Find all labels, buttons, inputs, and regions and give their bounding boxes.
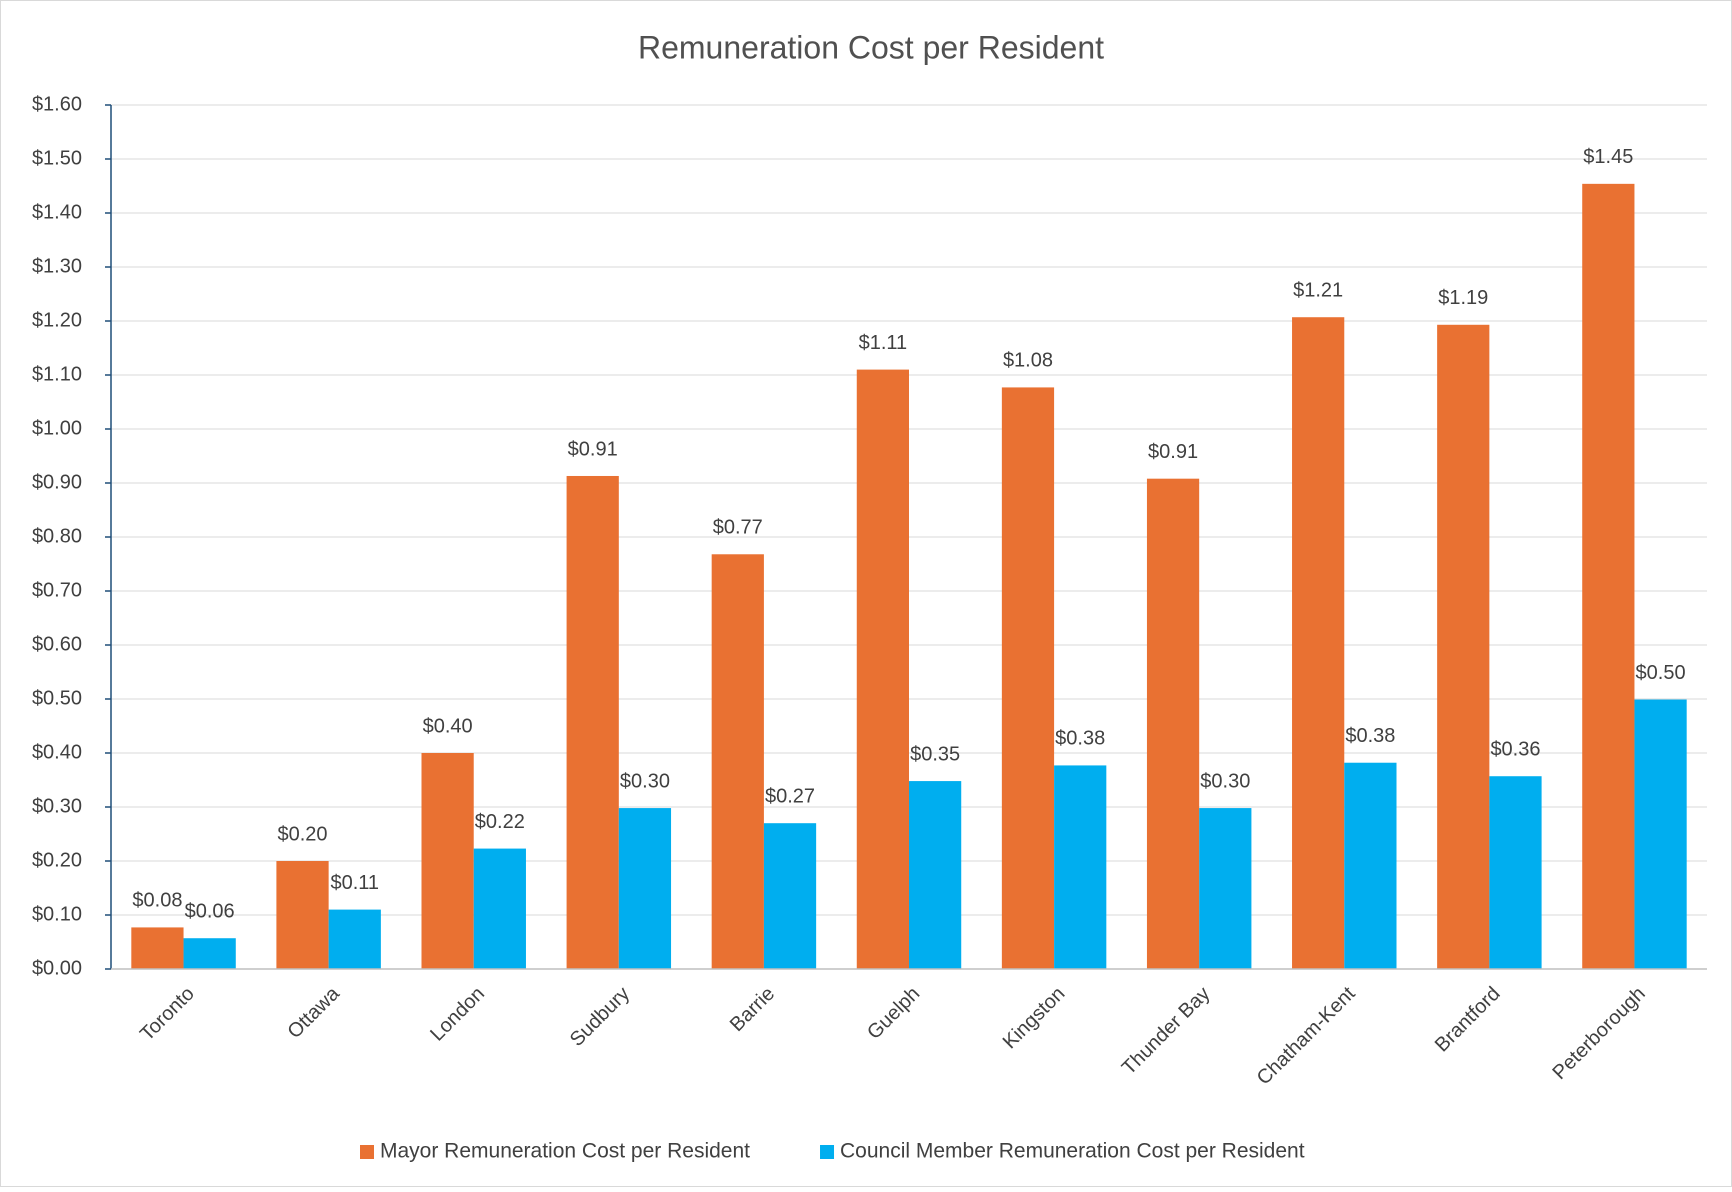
y-tick-label: $1.40 bbox=[32, 201, 82, 223]
data-label: $0.91 bbox=[568, 438, 618, 460]
data-label: $0.40 bbox=[423, 715, 473, 737]
y-tick-label: $0.20 bbox=[32, 849, 82, 871]
legend-label: Council Member Remuneration Cost per Res… bbox=[840, 1140, 1305, 1163]
data-label: $0.38 bbox=[1055, 728, 1105, 750]
data-label: $0.50 bbox=[1636, 662, 1686, 684]
y-tick-label: $0.90 bbox=[32, 471, 82, 493]
data-label: $0.27 bbox=[765, 785, 815, 807]
bar bbox=[183, 938, 236, 969]
data-label: $0.30 bbox=[620, 770, 670, 792]
bar bbox=[1199, 808, 1252, 969]
chart-title: Remuneration Cost per Resident bbox=[638, 29, 1104, 65]
data-label: $1.11 bbox=[859, 332, 908, 354]
data-label: $0.36 bbox=[1490, 739, 1540, 761]
y-tick-label: $1.00 bbox=[32, 417, 82, 439]
bar bbox=[763, 823, 817, 969]
bar bbox=[909, 781, 962, 969]
bar bbox=[1634, 699, 1687, 969]
data-label: $0.22 bbox=[475, 811, 525, 833]
data-label: $0.06 bbox=[185, 901, 235, 923]
y-tick-label: $0.80 bbox=[32, 525, 82, 547]
bar bbox=[421, 753, 474, 969]
data-label: $0.08 bbox=[132, 890, 182, 912]
bar bbox=[1582, 183, 1635, 970]
y-tick-label: $0.40 bbox=[32, 741, 82, 763]
bar bbox=[1437, 324, 1490, 969]
y-tick-label: $0.30 bbox=[32, 795, 82, 817]
data-label: $0.11 bbox=[330, 872, 379, 894]
bar bbox=[1001, 387, 1055, 969]
data-label: $0.91 bbox=[1148, 441, 1198, 463]
data-label: $1.45 bbox=[1583, 146, 1633, 168]
y-tick-label: $1.50 bbox=[32, 147, 82, 169]
bar bbox=[711, 554, 764, 969]
legend-swatch bbox=[820, 1145, 835, 1159]
bar bbox=[328, 909, 381, 969]
y-tick-label: $0.10 bbox=[32, 903, 82, 925]
bar bbox=[566, 475, 619, 969]
bar bbox=[276, 861, 329, 969]
bar bbox=[856, 369, 909, 970]
data-label: $1.08 bbox=[1003, 350, 1053, 372]
y-tick-label: $1.60 bbox=[32, 93, 82, 115]
data-label: $0.38 bbox=[1345, 725, 1395, 747]
data-label: $0.77 bbox=[713, 517, 763, 539]
bar bbox=[1146, 478, 1200, 969]
bar bbox=[1489, 776, 1542, 969]
y-tick-label: $0.70 bbox=[32, 579, 82, 601]
y-tick-label: $1.10 bbox=[32, 363, 82, 385]
y-tick-label: $1.20 bbox=[32, 309, 82, 331]
data-label: $0.30 bbox=[1200, 770, 1250, 792]
data-label: $1.19 bbox=[1438, 287, 1488, 309]
y-tick-label: $0.50 bbox=[32, 687, 82, 709]
legend-swatch bbox=[360, 1145, 374, 1159]
data-label: $0.35 bbox=[910, 743, 960, 765]
bar bbox=[618, 808, 672, 969]
bar bbox=[1344, 762, 1397, 969]
bar bbox=[1054, 765, 1107, 969]
y-tick-label: $1.30 bbox=[32, 255, 82, 277]
y-tick-label: $0.00 bbox=[32, 957, 82, 979]
y-tick-label: $0.60 bbox=[32, 633, 82, 655]
data-label: $1.21 bbox=[1293, 280, 1343, 302]
bar bbox=[473, 848, 526, 969]
bar bbox=[1292, 317, 1345, 970]
bar bbox=[131, 927, 184, 969]
legend-label: Mayor Remuneration Cost per Resident bbox=[380, 1140, 750, 1163]
data-label: $0.20 bbox=[277, 823, 327, 845]
